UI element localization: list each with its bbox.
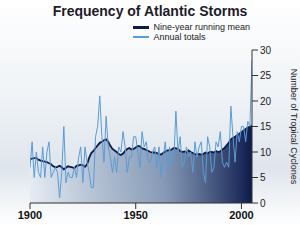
- svg-text:0: 0: [260, 198, 266, 209]
- svg-text:15: 15: [260, 121, 272, 132]
- svg-text:30: 30: [260, 45, 272, 56]
- html-text:Annual totals: Annual totals: [153, 32, 206, 42]
- svg-text:Number of Tropical Cyclones: Number of Tropical Cyclones: [289, 69, 292, 185]
- svg-text:1950: 1950: [123, 209, 147, 221]
- svg-text:20: 20: [260, 96, 272, 107]
- html-text:Nine-year running mean: Nine-year running mean: [153, 22, 250, 32]
- svg-text:2000: 2000: [229, 209, 253, 221]
- svg-text:5: 5: [260, 172, 266, 183]
- html-text:Frequency of Atlantic Storms: Frequency of Atlantic Storms: [52, 3, 248, 19]
- svg-text:25: 25: [260, 70, 272, 81]
- svg-text:1900: 1900: [18, 209, 42, 221]
- svg-text:10: 10: [260, 147, 272, 158]
